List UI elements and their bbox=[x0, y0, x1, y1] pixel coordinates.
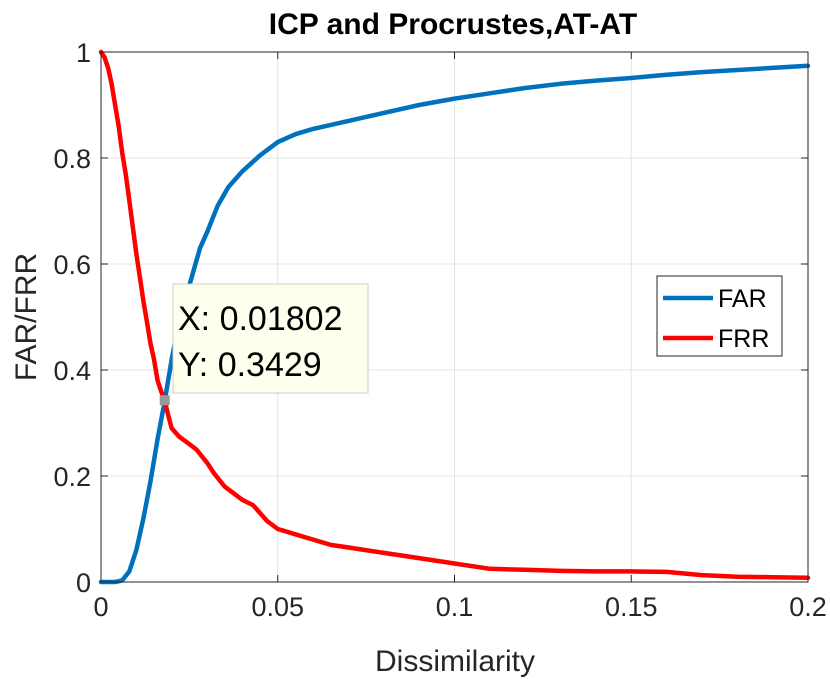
y-tick-label: 0.4 bbox=[53, 356, 91, 386]
x-axis-label: Dissimilarity bbox=[375, 645, 535, 678]
datatip-marker bbox=[159, 395, 170, 406]
legend[interactable]: FAR FRR bbox=[656, 275, 783, 357]
x-tick-label: 0.05 bbox=[251, 592, 304, 622]
legend-far-label: FAR bbox=[718, 285, 767, 313]
datatip-y-text: Y: 0.3429 bbox=[178, 346, 322, 384]
series-layer bbox=[98, 49, 811, 585]
y-tick-label: 0.2 bbox=[53, 462, 91, 492]
chart-title: ICP and Procrustes,AT-AT bbox=[269, 8, 637, 41]
series-line-frr bbox=[98, 49, 811, 581]
y-tick-label: 1 bbox=[76, 38, 91, 68]
series-line-far bbox=[98, 63, 811, 585]
y-axis-label: FAR/FRR bbox=[10, 253, 43, 381]
ticks: 0 0.05 0.1 0.15 0.2 0 0.2 0.4 0.6 0.8 1 bbox=[53, 38, 826, 622]
x-tick-label: 0.1 bbox=[436, 592, 474, 622]
legend-box bbox=[656, 275, 783, 357]
legend-frr-label: FRR bbox=[718, 325, 769, 353]
y-tick-label: 0.8 bbox=[53, 144, 91, 174]
x-tick-label: 0.15 bbox=[605, 592, 658, 622]
y-tick-label: 0.6 bbox=[53, 250, 91, 280]
datatip[interactable]: X: 0.01802 Y: 0.3429 bbox=[159, 283, 369, 406]
datatip-x-text: X: 0.01802 bbox=[178, 300, 342, 338]
x-tick-label: 0 bbox=[93, 592, 108, 622]
y-tick-label: 0 bbox=[76, 568, 91, 598]
datatip-box bbox=[172, 283, 369, 394]
x-tick-label: 0.2 bbox=[789, 592, 827, 622]
